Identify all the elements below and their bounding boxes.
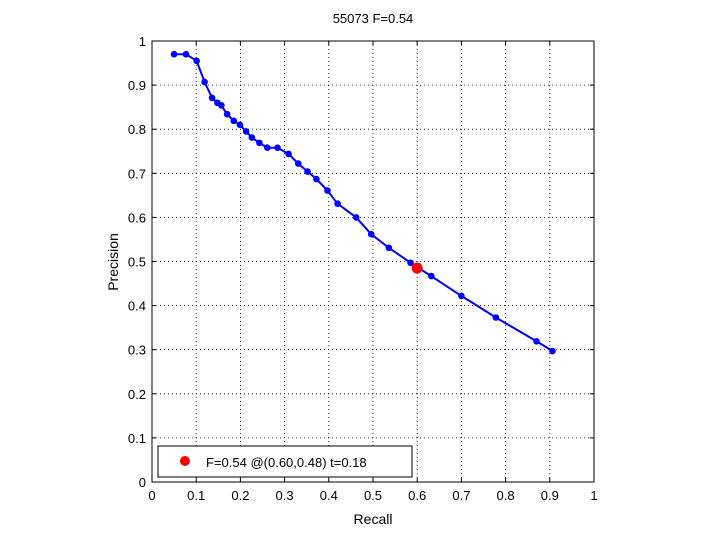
data-point bbox=[492, 314, 500, 321]
y-tick-label: 0.7 bbox=[128, 166, 146, 181]
data-point bbox=[549, 347, 556, 355]
x-tick-label: 0.5 bbox=[364, 488, 382, 503]
x-tick-label: 0.6 bbox=[408, 488, 426, 503]
data-point bbox=[274, 144, 281, 152]
data-point bbox=[208, 94, 216, 102]
data-point bbox=[352, 214, 360, 221]
x-tick-label: 0 bbox=[148, 488, 155, 503]
y-axis-label: Precision bbox=[105, 233, 121, 291]
y-tick-label: 0.4 bbox=[128, 299, 146, 314]
x-tick-label: 0.2 bbox=[231, 488, 249, 503]
data-point bbox=[407, 259, 414, 267]
legend: F=0.54 @(0.60,0.48) t=0.18 bbox=[157, 445, 413, 478]
best-f-point bbox=[411, 262, 423, 274]
data-point bbox=[201, 78, 208, 86]
data-point bbox=[458, 292, 465, 300]
data-point bbox=[367, 230, 375, 238]
data-point bbox=[428, 272, 435, 280]
data-point bbox=[334, 200, 341, 208]
y-tick-label: 0.9 bbox=[128, 78, 146, 93]
y-tick-label: 0.2 bbox=[128, 387, 146, 402]
x-tick-label: 1 bbox=[590, 488, 597, 503]
y-tick-label: 0.8 bbox=[128, 122, 146, 137]
data-point bbox=[218, 102, 225, 109]
x-tick-label: 0.8 bbox=[497, 488, 515, 503]
legend-box bbox=[157, 445, 413, 478]
data-point bbox=[304, 168, 311, 175]
legend-marker bbox=[180, 456, 190, 466]
data-point bbox=[285, 150, 292, 158]
y-tick-labels: 0 0.1 0.2 0.3 0.4 0.5 0.6 0.7 0.8 0.9 1 bbox=[128, 34, 146, 490]
data-point bbox=[248, 134, 256, 141]
x-tick-label: 0.9 bbox=[541, 488, 559, 503]
x-axis-label: Recall bbox=[354, 511, 393, 527]
data-point bbox=[223, 110, 231, 118]
x-tick-label: 0.4 bbox=[320, 488, 338, 503]
legend-text: F=0.54 @(0.60,0.48) t=0.18 bbox=[206, 455, 367, 470]
y-tick-label: 0 bbox=[139, 475, 146, 490]
y-tick-label: 0.6 bbox=[128, 210, 146, 225]
data-point bbox=[533, 338, 540, 345]
series-layer bbox=[170, 50, 556, 355]
x-tick-label: 0.7 bbox=[452, 488, 470, 503]
data-point bbox=[193, 57, 200, 65]
data-point bbox=[295, 160, 302, 167]
data-point bbox=[256, 139, 263, 147]
data-point bbox=[264, 144, 271, 152]
y-tick-label: 0.3 bbox=[128, 343, 146, 358]
series-line bbox=[174, 53, 554, 352]
x-tick-label: 0.3 bbox=[276, 488, 294, 503]
data-point bbox=[170, 50, 178, 58]
data-point bbox=[236, 121, 244, 129]
data-point bbox=[230, 117, 238, 125]
x-tick-labels: 0 0.1 0.2 0.3 0.4 0.5 0.6 0.7 0.8 0.9 1 bbox=[148, 488, 597, 503]
data-point bbox=[182, 50, 190, 58]
highlight-layer bbox=[411, 262, 423, 274]
y-tick-label: 0.1 bbox=[128, 431, 146, 446]
axis-ticks bbox=[151, 40, 595, 483]
grid-lines bbox=[152, 41, 594, 482]
chart-title: 55073 F=0.54 bbox=[333, 11, 414, 26]
data-point bbox=[313, 175, 320, 183]
x-tick-label: 0.1 bbox=[187, 488, 205, 503]
y-tick-label: 1 bbox=[139, 34, 146, 49]
data-point bbox=[324, 187, 331, 194]
data-point bbox=[242, 128, 250, 135]
y-tick-label: 0.5 bbox=[128, 255, 146, 270]
data-point bbox=[385, 244, 393, 252]
